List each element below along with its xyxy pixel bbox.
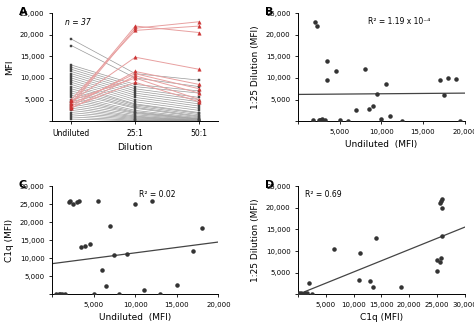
Point [296, 291, 304, 297]
Point [356, 277, 363, 283]
Point [53, 291, 60, 297]
Y-axis label: 1:25 Dilution (MFI): 1:25 Dilution (MFI) [251, 198, 260, 282]
Point [438, 255, 445, 260]
Point [190, 249, 197, 254]
Text: B: B [265, 7, 273, 17]
Point [456, 118, 464, 123]
Point [90, 291, 98, 297]
Point [323, 77, 330, 83]
Point [308, 291, 316, 297]
Point [398, 118, 406, 123]
Text: D: D [265, 180, 274, 190]
X-axis label: Undiluted  (MFI): Undiluted (MFI) [345, 140, 418, 149]
Point [102, 284, 110, 289]
Point [140, 288, 147, 293]
Point [173, 283, 181, 288]
Point [73, 200, 81, 205]
Point [319, 118, 327, 123]
Point [452, 76, 460, 81]
Point [369, 285, 377, 290]
Text: A: A [19, 7, 27, 17]
Point [58, 291, 66, 296]
Point [365, 107, 373, 112]
Point [317, 117, 325, 122]
Point [353, 108, 360, 113]
Point [82, 243, 89, 248]
Point [336, 117, 344, 123]
Point [321, 118, 328, 123]
Point [361, 67, 369, 72]
Point [297, 291, 305, 296]
Point [397, 285, 405, 290]
Point [156, 291, 164, 297]
Point [296, 291, 303, 297]
Point [313, 24, 320, 29]
Y-axis label: 1:25 Dilution (MFI): 1:25 Dilution (MFI) [251, 26, 260, 109]
Point [318, 116, 325, 122]
Point [299, 291, 307, 297]
X-axis label: C1q (MFI): C1q (MFI) [360, 314, 403, 322]
Point [61, 291, 68, 296]
Point [330, 246, 338, 251]
Point [306, 281, 313, 286]
Point [436, 201, 443, 206]
Text: R² = 0.69: R² = 0.69 [305, 190, 341, 199]
Point [436, 77, 443, 83]
Point [374, 92, 381, 97]
Point [65, 200, 73, 205]
Point [94, 199, 101, 204]
Text: C: C [19, 180, 27, 190]
Point [295, 291, 302, 297]
Point [440, 93, 447, 98]
Point [366, 279, 374, 284]
Y-axis label: C1q (MFI): C1q (MFI) [5, 219, 14, 262]
Point [111, 252, 118, 257]
Point [86, 241, 93, 247]
Point [344, 118, 352, 123]
Point [433, 257, 441, 262]
Point [436, 259, 443, 265]
Point [148, 198, 155, 203]
Point [69, 201, 77, 207]
Point [438, 199, 445, 204]
Point [311, 19, 319, 24]
X-axis label: Dilution: Dilution [118, 144, 153, 152]
Point [107, 223, 114, 229]
Point [438, 205, 446, 210]
Point [386, 113, 393, 119]
Point [444, 75, 452, 80]
Point [198, 225, 206, 230]
Text: R² = 0.02: R² = 0.02 [138, 190, 175, 199]
Point [295, 291, 303, 296]
Point [300, 291, 308, 296]
Point [75, 199, 82, 204]
Point [123, 251, 131, 257]
Point [324, 58, 331, 63]
Point [369, 103, 377, 109]
Point [315, 118, 323, 123]
Point [438, 197, 446, 202]
Point [310, 118, 317, 123]
Point [115, 291, 122, 297]
Text: R² = 1.19 x 10⁻⁴: R² = 1.19 x 10⁻⁴ [368, 17, 430, 26]
Y-axis label: MFI: MFI [5, 60, 14, 75]
Text: n = 37: n = 37 [65, 19, 91, 27]
Point [131, 201, 139, 207]
Point [303, 291, 310, 296]
Point [77, 245, 85, 250]
Point [55, 291, 63, 296]
Point [98, 267, 106, 272]
Point [356, 250, 364, 256]
Point [301, 290, 309, 296]
Point [332, 69, 339, 74]
Point [382, 81, 389, 86]
Point [67, 198, 74, 203]
Point [372, 235, 380, 241]
Point [57, 291, 64, 297]
X-axis label: Undiluted  (MFI): Undiluted (MFI) [99, 314, 172, 322]
Point [433, 268, 441, 273]
Point [316, 117, 324, 123]
Point [438, 233, 446, 238]
Point [378, 116, 385, 122]
